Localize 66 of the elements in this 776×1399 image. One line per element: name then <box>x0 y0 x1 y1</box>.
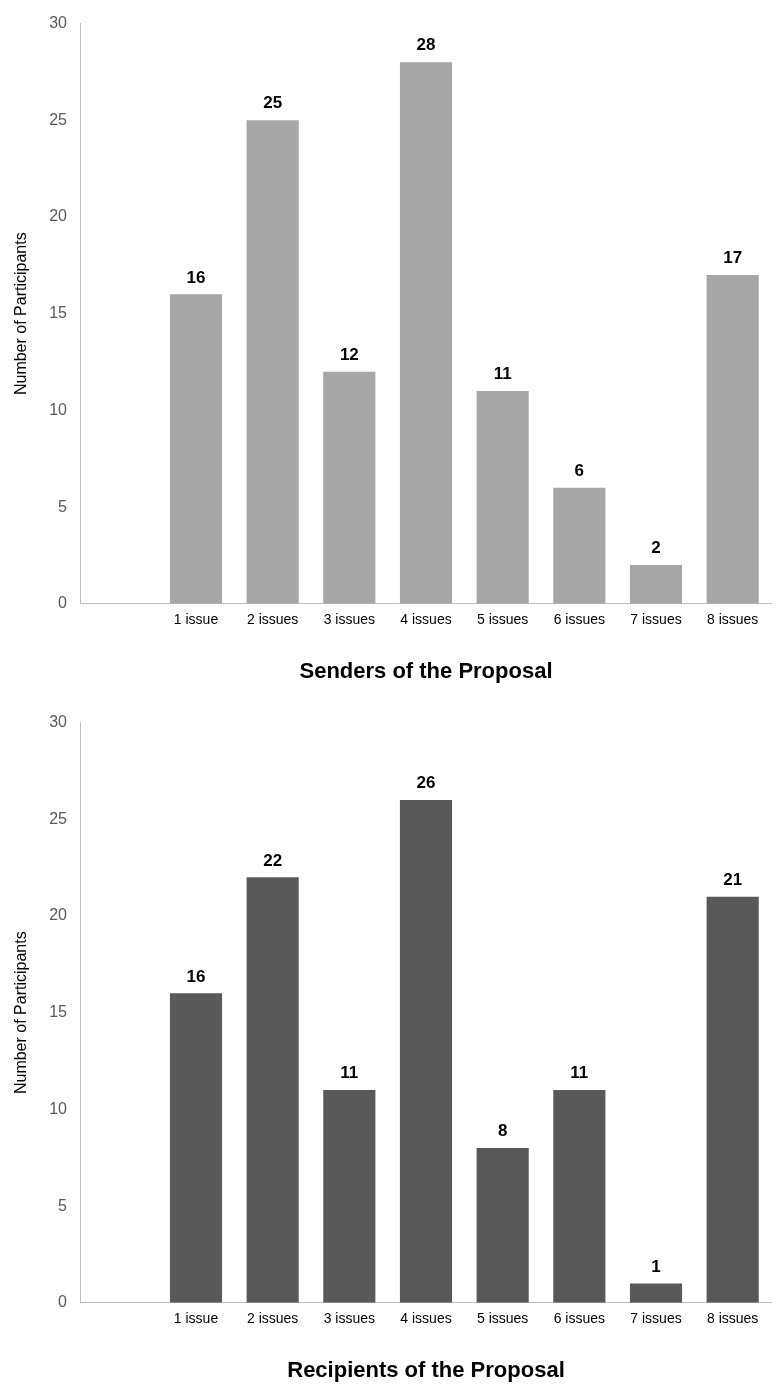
bar <box>553 1090 606 1303</box>
x-tick-label: 3 issues <box>323 611 376 628</box>
data-label: 11 <box>340 1063 359 1083</box>
data-label: 25 <box>263 93 283 113</box>
x-tick-label: 8 issues <box>706 1310 759 1327</box>
bar <box>476 1148 529 1303</box>
bar <box>629 565 683 604</box>
data-label: 16 <box>186 966 206 986</box>
y-tick-label: 25 <box>49 110 68 128</box>
bar <box>399 62 453 604</box>
y-tick-label: 15 <box>49 304 68 322</box>
x-tick-label: 5 issues <box>476 1310 529 1327</box>
data-label: 17 <box>723 248 743 268</box>
data-label: 2 <box>651 538 661 558</box>
data-label: 16 <box>186 267 206 287</box>
x-tick-label: 7 issues <box>630 611 682 628</box>
bar <box>323 1090 376 1303</box>
x-tick-label: 6 issues <box>553 611 606 628</box>
y-tick-label: 0 <box>58 594 68 612</box>
bar <box>246 877 299 1303</box>
data-label: 6 <box>574 460 585 480</box>
x-tick-label: 3 issues <box>323 1310 376 1327</box>
y-tick-label: 30 <box>49 14 68 32</box>
data-label: 28 <box>416 35 436 55</box>
y-tick-label: 5 <box>58 497 68 515</box>
x-tick-label: 6 issues <box>553 1310 606 1327</box>
y-tick-label: 10 <box>49 1099 68 1117</box>
x-axis-title: Recipients of the Proposal <box>287 1356 565 1382</box>
x-tick-label: 8 issues <box>706 611 759 628</box>
x-tick-label: 5 issues <box>476 611 529 628</box>
x-tick-label: 7 issues <box>630 1310 682 1327</box>
x-tick-label: 1 issue <box>173 611 219 628</box>
y-tick-label: 15 <box>49 1003 68 1021</box>
data-label: 21 <box>723 869 743 889</box>
data-label: 22 <box>263 850 283 870</box>
y-tick-label: 25 <box>49 809 68 827</box>
y-axis-title: Number of Participants <box>12 232 30 396</box>
x-tick-label: 1 issue <box>173 1310 219 1327</box>
x-tick-label: 4 issues <box>400 611 452 628</box>
bar <box>706 896 759 1303</box>
x-tick-label: 2 issues <box>246 1310 299 1327</box>
data-label: 11 <box>493 364 512 384</box>
bar <box>629 1283 683 1303</box>
x-axis-title: Senders of the Proposal <box>299 657 553 683</box>
y-axis-title: Number of Participants <box>12 931 30 1095</box>
bar <box>169 993 223 1303</box>
data-label: 1 <box>651 1256 661 1276</box>
data-label: 11 <box>570 1063 589 1083</box>
bar <box>169 294 223 604</box>
y-tick-label: 20 <box>49 906 68 924</box>
y-tick-label: 10 <box>49 400 68 418</box>
x-tick-label: 2 issues <box>246 611 299 628</box>
data-label: 12 <box>339 344 359 364</box>
bar <box>246 120 299 604</box>
x-tick-label: 4 issues <box>400 1310 452 1327</box>
data-label: 26 <box>416 773 436 793</box>
bar <box>706 275 759 604</box>
bar <box>399 799 453 1303</box>
y-tick-label: 20 <box>49 207 68 225</box>
y-tick-label: 0 <box>58 1293 68 1311</box>
bar <box>553 487 606 604</box>
bar <box>323 371 376 604</box>
bar <box>476 391 529 604</box>
y-tick-label: 5 <box>58 1196 68 1214</box>
y-tick-label: 30 <box>49 713 68 731</box>
data-label: 8 <box>497 1121 508 1141</box>
